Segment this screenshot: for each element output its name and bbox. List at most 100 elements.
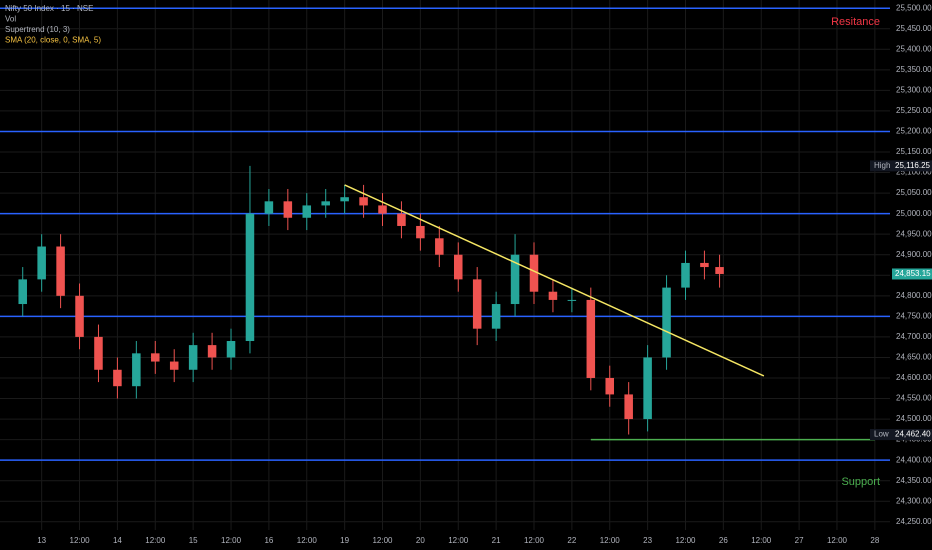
candle-body xyxy=(472,279,482,329)
candle-body xyxy=(662,287,671,358)
y-tick-label: 25,000.00 xyxy=(896,209,932,218)
x-tick-label: 12:00 xyxy=(524,536,545,545)
candle-body xyxy=(56,246,65,296)
x-tick-label: 12:00 xyxy=(600,536,621,545)
candle-body xyxy=(321,201,330,206)
y-tick-label: 25,050.00 xyxy=(896,188,932,197)
price-marker-label: 25,116.25 xyxy=(895,161,931,170)
candle-body xyxy=(416,225,425,239)
candle-body xyxy=(643,357,652,420)
candle-body xyxy=(264,201,274,214)
y-tick-label: 25,500.00 xyxy=(896,3,932,12)
y-tick-label: 24,550.00 xyxy=(896,394,932,403)
candle-body xyxy=(151,353,160,362)
candle-body xyxy=(75,295,84,337)
marker-name: High xyxy=(874,161,890,170)
candle-body xyxy=(283,201,293,218)
candle-body xyxy=(453,254,463,280)
candle-body xyxy=(700,262,709,268)
y-tick-label: 24,800.00 xyxy=(896,291,932,300)
y-tick-label: 25,250.00 xyxy=(896,106,932,115)
candle-body xyxy=(435,238,444,255)
y-tick-label: 24,500.00 xyxy=(896,414,932,423)
y-tick-label: 25,100.00 xyxy=(896,168,932,177)
candle-body xyxy=(169,361,179,370)
candle-body xyxy=(113,369,122,387)
x-tick-label: 12:00 xyxy=(70,536,91,545)
marker-name-box xyxy=(870,160,892,172)
legend-text: SMA (20, close, 0, SMA, 5) xyxy=(5,36,101,45)
y-tick-label: 25,450.00 xyxy=(896,24,932,33)
x-tick-label: 12:00 xyxy=(448,536,469,545)
legend-text: Vol xyxy=(5,15,16,24)
candle-body xyxy=(302,205,312,218)
x-tick-label: 26 xyxy=(719,536,728,545)
x-tick-label: 12:00 xyxy=(145,536,166,545)
price-marker xyxy=(892,429,932,441)
candle-body xyxy=(605,377,615,395)
x-tick-label: 19 xyxy=(340,536,349,545)
x-tick-label: 12:00 xyxy=(297,536,318,545)
x-tick-label: 28 xyxy=(870,536,879,545)
candle-body xyxy=(548,291,558,300)
candle-body xyxy=(188,345,198,370)
candle-body xyxy=(207,345,217,358)
x-tick-label: 23 xyxy=(643,536,652,545)
price-marker xyxy=(892,160,932,172)
y-tick-label: 25,400.00 xyxy=(896,44,932,53)
legend-text: Supertrend (10, 3) xyxy=(5,25,70,34)
candle-body xyxy=(132,353,141,387)
y-tick-label: 25,150.00 xyxy=(896,147,932,156)
y-tick-label: 24,250.00 xyxy=(896,517,932,526)
candle-body xyxy=(510,254,520,305)
price-marker-label: 24,462.40 xyxy=(895,430,931,439)
marker-name-box xyxy=(870,429,892,441)
x-tick-label: 12:00 xyxy=(675,536,696,545)
candle-body xyxy=(567,299,577,301)
y-tick-label: 24,600.00 xyxy=(896,373,932,382)
candle-body xyxy=(226,341,236,358)
y-tick-label: 24,350.00 xyxy=(896,476,932,485)
candle-body xyxy=(37,246,46,280)
y-tick-label: 24,900.00 xyxy=(896,250,932,259)
candle-body xyxy=(715,267,724,274)
candle-body xyxy=(491,304,501,329)
candle-body xyxy=(586,299,596,378)
x-tick-label: 13 xyxy=(37,536,46,545)
candle-body xyxy=(378,205,387,214)
x-tick-label: 12:00 xyxy=(221,536,242,545)
x-tick-label: 12:00 xyxy=(751,536,772,545)
candle-body xyxy=(245,213,255,342)
y-tick-label: 24,300.00 xyxy=(896,496,932,505)
marker-name: Low xyxy=(874,430,889,439)
candle-body xyxy=(94,336,103,370)
annotation: Resitance xyxy=(831,16,880,28)
candle-body xyxy=(624,394,633,420)
candle-body xyxy=(681,262,690,288)
x-tick-label: 12:00 xyxy=(372,536,393,545)
x-tick-label: 27 xyxy=(795,536,804,545)
x-tick-label: 12:00 xyxy=(827,536,848,545)
y-tick-label: 24,750.00 xyxy=(896,311,932,320)
y-tick-label: 24,650.00 xyxy=(896,353,932,362)
candle-body xyxy=(340,197,349,202)
y-tick-label: 24,700.00 xyxy=(896,332,932,341)
y-tick-label: 24,400.00 xyxy=(896,455,932,464)
y-tick-label: 25,200.00 xyxy=(896,127,932,136)
x-tick-label: 22 xyxy=(567,536,576,545)
candle-body xyxy=(397,213,406,226)
annotation: Support xyxy=(841,476,880,488)
x-tick-label: 15 xyxy=(189,536,198,545)
x-tick-label: 21 xyxy=(492,536,501,545)
y-tick-label: 25,300.00 xyxy=(896,85,932,94)
x-tick-label: 20 xyxy=(416,536,425,545)
price-marker-label: 24,853.15 xyxy=(895,269,931,278)
y-tick-label: 24,950.00 xyxy=(896,229,932,238)
legend-text: Nifty 50 Index · 15 · NSE xyxy=(5,4,93,13)
candle-body xyxy=(529,254,539,292)
trendline xyxy=(344,184,765,377)
x-tick-label: 16 xyxy=(264,536,273,545)
candle-body xyxy=(18,279,27,305)
